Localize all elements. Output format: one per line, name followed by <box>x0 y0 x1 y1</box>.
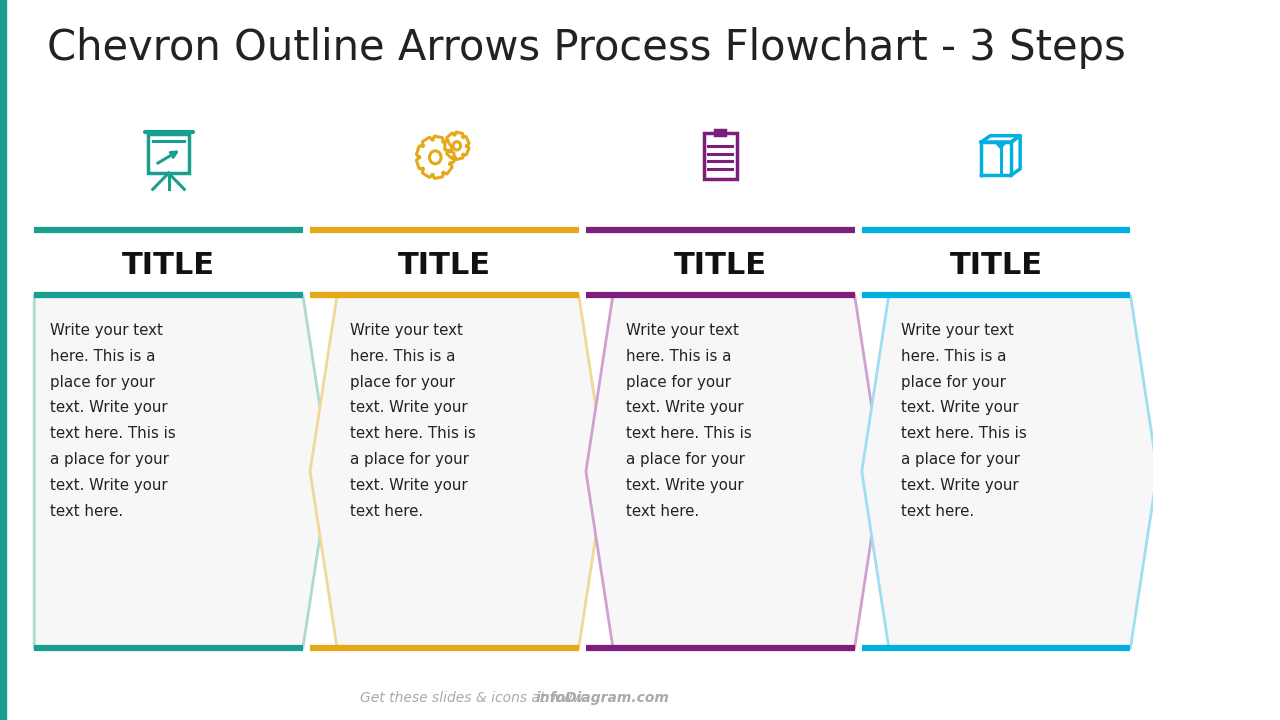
Text: TITLE: TITLE <box>950 251 1043 279</box>
Bar <box>704 133 737 179</box>
Text: Write your text
here. This is a
place for your
text. Write your
text here. This : Write your text here. This is a place fo… <box>50 323 177 518</box>
Text: Get these slides & icons at www.: Get these slides & icons at www. <box>360 691 588 705</box>
Polygon shape <box>586 295 882 648</box>
Text: Write your text
here. This is a
place for your
text. Write your
text here. This : Write your text here. This is a place fo… <box>349 323 475 518</box>
Text: TITLE: TITLE <box>398 251 492 279</box>
Bar <box>716 130 726 135</box>
Text: Write your text
here. This is a
place for your
text. Write your
text here. This : Write your text here. This is a place fo… <box>901 323 1027 518</box>
Text: Chevron Outline Arrows Process Flowchart - 3 Steps: Chevron Outline Arrows Process Flowchart… <box>47 27 1125 69</box>
Text: TITLE: TITLE <box>122 251 215 279</box>
Bar <box>147 134 189 174</box>
Text: infoDiagram.com: infoDiagram.com <box>536 691 669 705</box>
Polygon shape <box>35 295 330 648</box>
Polygon shape <box>861 295 1157 648</box>
Polygon shape <box>310 295 605 648</box>
Text: Write your text
here. This is a
place for your
text. Write your
text here. This : Write your text here. This is a place fo… <box>626 323 751 518</box>
Text: TITLE: TITLE <box>673 251 767 279</box>
Bar <box>0 0 6 720</box>
